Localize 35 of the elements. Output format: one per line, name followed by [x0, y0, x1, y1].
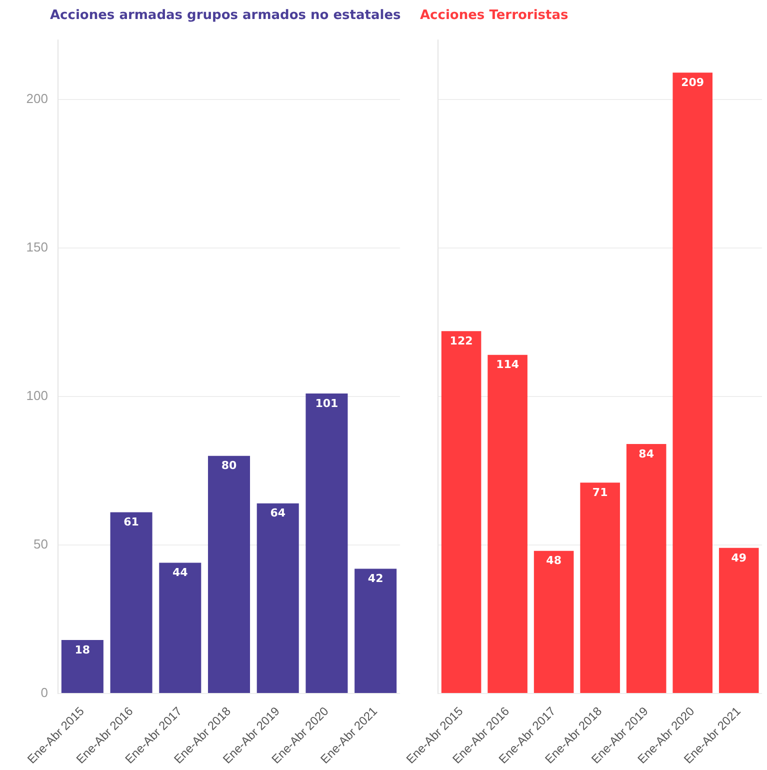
- bar: [626, 444, 666, 693]
- bar: [534, 550, 574, 693]
- bar: [354, 568, 397, 693]
- bar: [110, 512, 152, 693]
- y-tick-label: 200: [26, 90, 48, 106]
- data-label: 18: [74, 643, 90, 656]
- bar: [580, 482, 620, 693]
- bar: [256, 503, 299, 693]
- chart-title: Acciones Terroristas: [420, 8, 568, 23]
- bar: [441, 331, 482, 693]
- y-tick-label: 0: [40, 685, 48, 700]
- bar: [672, 72, 712, 693]
- bar: [159, 562, 202, 693]
- data-label: 209: [681, 76, 704, 90]
- y-tick-label: 150: [26, 239, 48, 254]
- data-label: 44: [172, 566, 188, 580]
- bar: [306, 393, 348, 693]
- data-label: 42: [368, 572, 384, 586]
- bar: [208, 456, 250, 693]
- data-label: 122: [450, 334, 473, 348]
- data-label: 48: [546, 554, 562, 568]
- chart-title: Acciones armadas grupos armados no estatales: [50, 8, 401, 23]
- data-label: 80: [221, 459, 237, 472]
- data-label: 64: [270, 506, 286, 520]
- y-tick-label: 100: [26, 388, 48, 404]
- data-label: 71: [592, 486, 608, 499]
- bar: [61, 640, 104, 693]
- data-label: 84: [638, 447, 654, 460]
- bar: [488, 354, 528, 693]
- data-label: 114: [496, 358, 520, 372]
- data-label: 49: [731, 551, 747, 564]
- bar: [718, 548, 759, 693]
- data-label: 101: [315, 396, 338, 410]
- y-tick-label: 50: [34, 536, 48, 552]
- data-label: 61: [124, 516, 139, 529]
